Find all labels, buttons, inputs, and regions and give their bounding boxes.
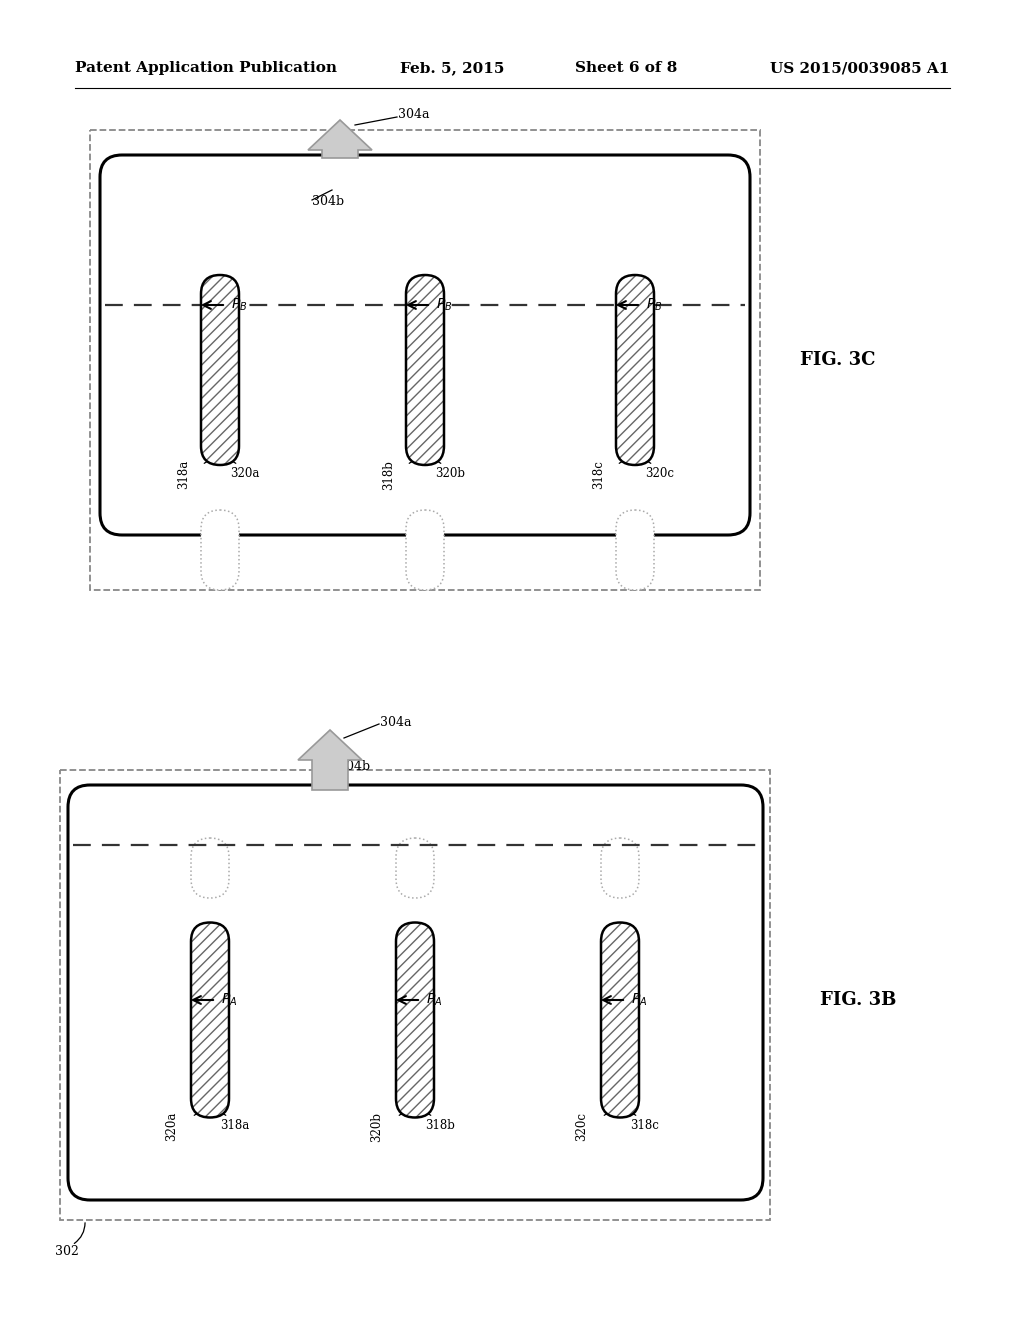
FancyBboxPatch shape xyxy=(396,838,434,898)
FancyBboxPatch shape xyxy=(406,510,444,590)
Text: 304b: 304b xyxy=(338,760,370,774)
Polygon shape xyxy=(308,120,372,158)
Text: 318a: 318a xyxy=(177,459,190,490)
Text: 304a: 304a xyxy=(398,108,429,121)
FancyBboxPatch shape xyxy=(396,923,434,1118)
Text: 304b: 304b xyxy=(312,195,344,209)
FancyBboxPatch shape xyxy=(100,154,750,535)
Text: 318c: 318c xyxy=(592,459,605,488)
FancyBboxPatch shape xyxy=(601,838,639,898)
Text: 320c: 320c xyxy=(645,467,674,480)
FancyBboxPatch shape xyxy=(201,275,239,465)
FancyBboxPatch shape xyxy=(191,923,229,1118)
Text: $\mathit{P}_{A}$: $\mathit{P}_{A}$ xyxy=(631,991,647,1008)
Text: 320b: 320b xyxy=(435,467,465,480)
FancyBboxPatch shape xyxy=(201,510,239,590)
FancyBboxPatch shape xyxy=(68,785,763,1200)
Text: 320a: 320a xyxy=(230,467,259,480)
Bar xyxy=(90,129,760,590)
FancyBboxPatch shape xyxy=(616,510,654,590)
Text: 318b: 318b xyxy=(382,459,395,490)
Text: Patent Application Publication: Patent Application Publication xyxy=(75,61,337,75)
Text: 302: 302 xyxy=(55,1245,79,1258)
Text: $\mathit{P}_{B}$: $\mathit{P}_{B}$ xyxy=(646,297,663,313)
Text: 318b: 318b xyxy=(425,1119,455,1133)
FancyBboxPatch shape xyxy=(616,275,654,465)
Polygon shape xyxy=(298,730,362,789)
Bar xyxy=(60,770,770,1220)
Text: US 2015/0039085 A1: US 2015/0039085 A1 xyxy=(770,61,949,75)
Text: 318c: 318c xyxy=(630,1119,658,1133)
FancyBboxPatch shape xyxy=(406,275,444,465)
Text: 320b: 320b xyxy=(370,1111,383,1142)
Text: $\mathit{P}_{B}$: $\mathit{P}_{B}$ xyxy=(231,297,248,313)
Text: 304a: 304a xyxy=(380,715,412,729)
Text: $\mathit{P}_{B}$: $\mathit{P}_{B}$ xyxy=(436,297,453,313)
FancyBboxPatch shape xyxy=(601,923,639,1118)
Text: $\mathit{P}_{A}$: $\mathit{P}_{A}$ xyxy=(221,991,238,1008)
Text: FIG. 3B: FIG. 3B xyxy=(820,991,896,1008)
Text: 320a: 320a xyxy=(165,1111,178,1142)
Text: $\mathit{P}_{A}$: $\mathit{P}_{A}$ xyxy=(426,991,442,1008)
Text: FIG. 3C: FIG. 3C xyxy=(800,351,876,370)
Text: 318a: 318a xyxy=(220,1119,249,1133)
Text: Feb. 5, 2015: Feb. 5, 2015 xyxy=(400,61,505,75)
Text: Sheet 6 of 8: Sheet 6 of 8 xyxy=(575,61,677,75)
FancyBboxPatch shape xyxy=(191,838,229,898)
Text: 320c: 320c xyxy=(575,1111,588,1140)
